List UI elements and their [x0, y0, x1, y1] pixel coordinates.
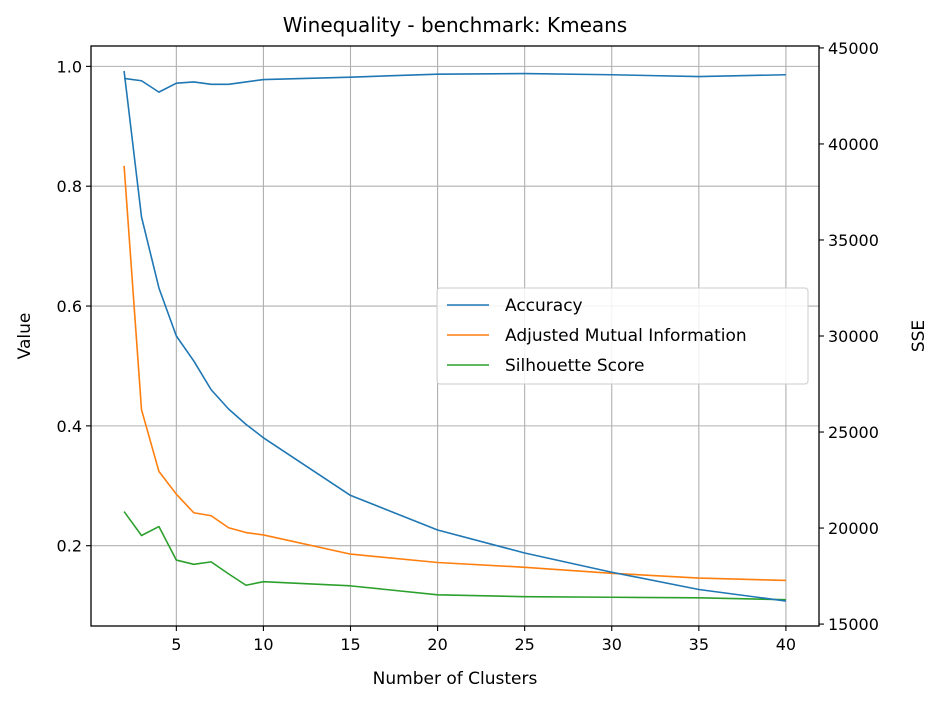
- y2-tick-label: 40000: [828, 135, 879, 154]
- x-tick-label: 5: [171, 635, 181, 654]
- x-tick-label: 10: [253, 635, 273, 654]
- y2-axis-title: SSE: [909, 320, 929, 352]
- x-tick-label: 35: [689, 635, 709, 654]
- y-tick-label: 0.2: [57, 537, 82, 556]
- y-tick-label: 0.4: [57, 417, 82, 436]
- x-axis-title: Number of Clusters: [373, 669, 538, 689]
- y-tick-label: 1.0: [57, 57, 82, 76]
- series-layer: [123, 70, 787, 602]
- series-line-adjusted-mutual-information: [123, 165, 786, 582]
- y-tick-label: 0.8: [57, 177, 82, 196]
- x-tick-label: 40: [776, 635, 796, 654]
- x-tick-label: 20: [427, 635, 447, 654]
- y-tick-label: 0.6: [57, 297, 82, 316]
- ticks: 5 10 15 20 25 30 35 40 0.2 0.4 0.6 0.8 1.0 15000 20000…: [57, 39, 879, 654]
- y2-tick-label: 30000: [828, 327, 879, 346]
- x-tick-label: 15: [340, 635, 360, 654]
- y-axis-title: Value: [15, 313, 35, 360]
- series-line-silhouette-score: [123, 511, 786, 601]
- y2-tick-label: 20000: [828, 519, 879, 538]
- x-tick-label: 30: [602, 635, 622, 654]
- x-tick-label: 25: [514, 635, 534, 654]
- legend-box: [436, 287, 809, 385]
- y2-tick-label: 15000: [828, 615, 879, 634]
- y2-tick-label: 45000: [828, 39, 879, 58]
- y2-tick-label: 35000: [828, 231, 879, 250]
- series-line-sse: [123, 70, 787, 602]
- series-line-accuracy: [123, 72, 786, 93]
- legend: Accuracy Adjusted Mutual Information Silho…: [436, 287, 809, 385]
- legend-label: Accuracy: [505, 296, 583, 316]
- y2-tick-label: 25000: [828, 423, 879, 442]
- legend-label: Silhouette Score: [505, 356, 644, 376]
- chart-title: Winequality - benchmark: Kmeans: [283, 13, 627, 37]
- legend-label: Adjusted Mutual Information: [505, 326, 747, 346]
